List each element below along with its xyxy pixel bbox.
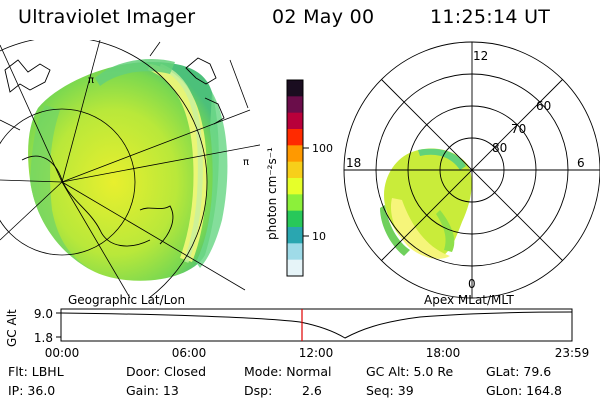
mlt-label-18: 18 (346, 156, 361, 170)
glon-readout: GLon: 164.8 (486, 383, 562, 398)
observation-date: 02 May 00 (272, 6, 375, 28)
mlat-label-80: 80 (492, 141, 507, 155)
x-label-0000: 00:00 (45, 346, 80, 360)
x-label-0600: 06:00 (172, 346, 207, 360)
mlt-label-6: 6 (577, 156, 585, 170)
colorbar-swatch (287, 96, 303, 114)
altitude-curve (60, 311, 573, 339)
polar-map: 12 18 6 0 60 70 80 (343, 41, 600, 299)
filter-readout: Flt: LBHL (8, 364, 64, 379)
ip-readout: IP: 36.0 (8, 383, 56, 398)
gain-readout: Gain: 13 (126, 383, 179, 398)
geographic-image (0, 40, 260, 298)
colorbar-swatch (287, 210, 303, 228)
colorbar-swatch (287, 259, 303, 277)
colorbar-swatch (287, 243, 303, 261)
polar-map-label: Apex MLat/MLT (424, 293, 514, 307)
altitude-axis-label: GC Alt (5, 309, 19, 347)
geo-tick-glyph: π (243, 157, 249, 168)
colorbar-swatch (287, 178, 303, 195)
seq-readout: Seq: 39 (366, 383, 414, 398)
mlat-label-70: 70 (511, 122, 526, 136)
x-label-2359: 23:59 (555, 346, 590, 360)
door-readout: Door: Closed (126, 364, 207, 379)
colorbar-swatch (287, 80, 303, 97)
colorbar-swatch (287, 145, 303, 163)
gc-alt-readout: GC Alt: 5.0 Re (366, 364, 454, 379)
colorbar-swatch (287, 194, 303, 212)
mlt-label-12: 12 (473, 49, 488, 63)
colorbar-swatch (287, 129, 303, 146)
mlt-label-0: 0 (468, 277, 476, 291)
geo-tick-glyph-2: π (88, 75, 94, 86)
mode-readout: Mode: Normal (244, 364, 332, 379)
dsp-value: 2.6 (302, 383, 322, 398)
color-scale-bar (287, 80, 303, 277)
colorbar-swatch (287, 161, 303, 179)
dsp-label: Dsp: (244, 383, 273, 398)
colorbar-label-10: 10 (312, 230, 326, 243)
colorbar-frame (286, 79, 304, 277)
mlat-label-60: 60 (536, 99, 551, 113)
observation-time: 11:25:14 UT (430, 6, 551, 28)
y-label-9: 9.0 (34, 307, 53, 321)
colorbar-unit-label: photon cm⁻²s⁻¹ (265, 147, 279, 240)
altitude-plot: GC Alt 9.0 1.8 00:00 06:00 12:00 18:00 2… (5, 307, 589, 360)
altitude-plot-frame (60, 308, 573, 342)
x-label-1800: 18:00 (426, 346, 461, 360)
x-label-1200: 12:00 (299, 346, 334, 360)
colorbar-label-100: 100 (312, 142, 333, 155)
y-label-1-8: 1.8 (34, 331, 53, 345)
instrument-title: Ultraviolet Imager (18, 6, 196, 28)
glat-readout: GLat: 79.6 (486, 364, 552, 379)
geo-map-label: Geographic Lat/Lon (68, 293, 185, 307)
colorbar-swatch (287, 227, 303, 244)
colorbar-swatch (287, 112, 303, 130)
